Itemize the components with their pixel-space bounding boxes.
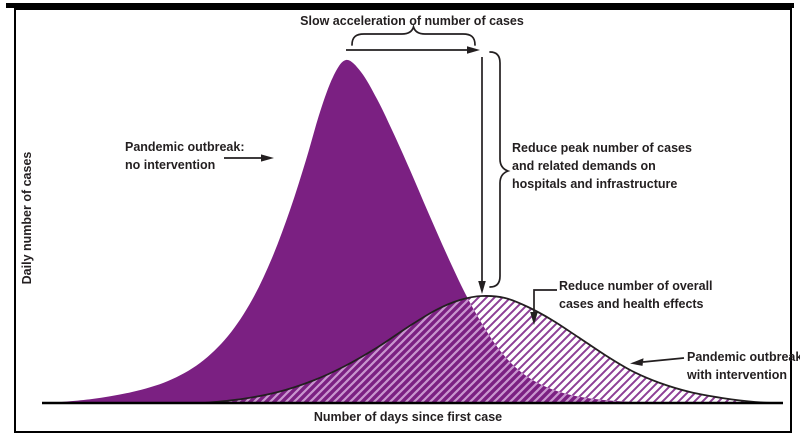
down-arrowhead-icon xyxy=(530,312,538,325)
reduce-overall-arrow-line xyxy=(533,289,557,313)
top-brace-icon xyxy=(351,24,476,46)
reduce-overall-label-line1: Reduce number of overall xyxy=(559,279,713,293)
left-arrowhead-icon xyxy=(630,358,644,366)
reduce-peak-label-line2: and related demands on xyxy=(512,159,656,173)
vertical-brace-icon xyxy=(489,51,511,288)
no-intervention-label-line1: Pandemic outbreak: xyxy=(125,140,244,154)
y-axis-label: Daily number of cases xyxy=(20,152,34,285)
slow-acceleration-label: Slow acceleration of number of cases xyxy=(300,14,524,28)
right-arrowhead-icon xyxy=(467,46,480,54)
reduce-overall-label-line2: cases and health effects xyxy=(559,297,704,311)
with-intervention-arrow-line xyxy=(642,357,685,363)
with-intervention-label-line2: with intervention xyxy=(686,368,787,382)
with-intervention-curve-outline xyxy=(204,295,776,404)
x-axis-label: Number of days since first case xyxy=(314,410,502,424)
with-intervention-label-line1: Pandemic outbreak: xyxy=(687,350,800,364)
chart-frame-border xyxy=(14,8,792,433)
down-arrowhead-icon xyxy=(478,281,486,294)
no-intervention-curve-area xyxy=(50,59,648,404)
reduce-peak-label-line1: Reduce peak number of cases xyxy=(512,141,692,155)
top-rule xyxy=(6,3,794,8)
reduce-peak-label-line3: hospitals and infrastructure xyxy=(512,177,677,191)
no-intervention-label-line2: no intervention xyxy=(125,158,215,172)
right-arrowhead-icon xyxy=(261,154,274,162)
